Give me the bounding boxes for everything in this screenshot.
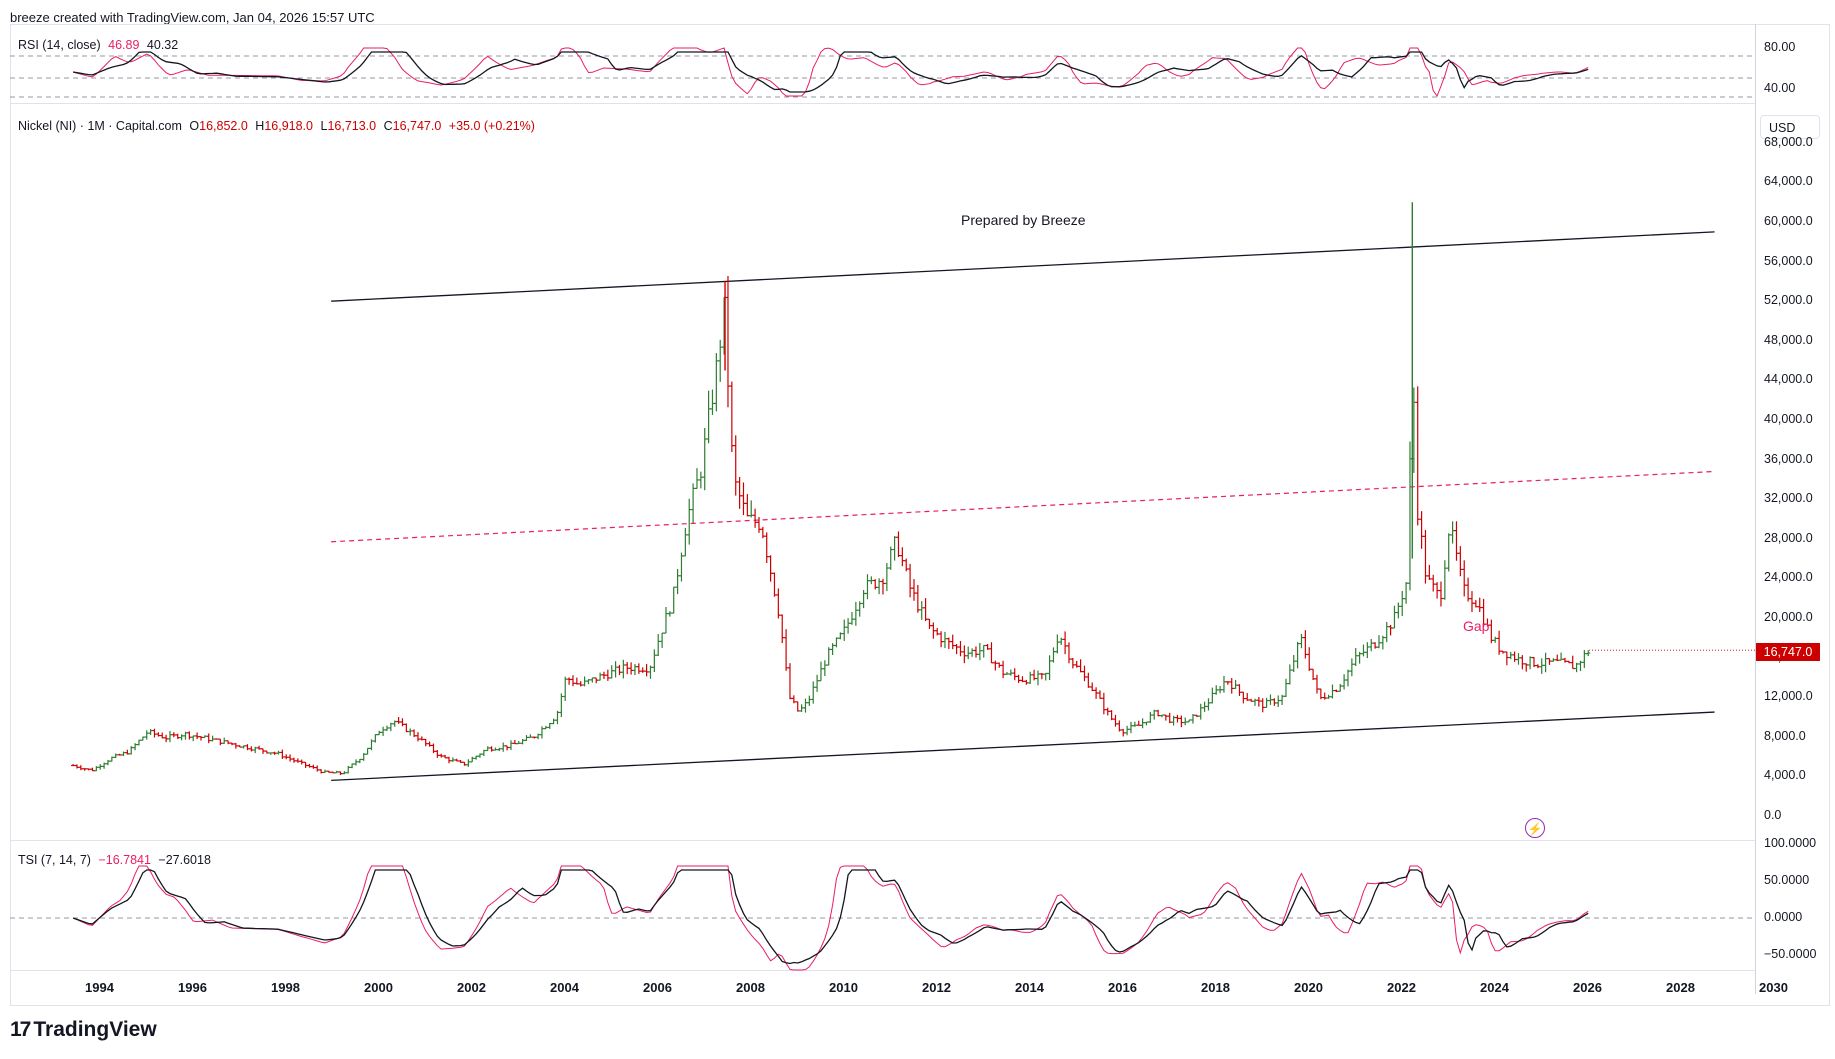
price-tick-label: 60,000.0 [1764,214,1813,228]
open-label: O [189,119,200,133]
price-tick-label: 20,000.0 [1764,610,1813,624]
time-tick-label: 2012 [922,980,951,995]
tsi-tick-100: 100.0000 [1764,836,1817,850]
rsi-line [72,47,1589,98]
currency-button[interactable]: USD [1760,115,1820,139]
price-tick-label: 4,000.0 [1764,768,1806,783]
rsi-tick-40: 40.00 [1764,81,1796,95]
rsi-tick-80: 80.00 [1764,40,1796,54]
price-tick-label: 28,000.0 [1764,530,1813,545]
chart-credit: breeze created with TradingView.com, Jan… [10,10,375,25]
price-tick-label: 68,000.0 [1764,134,1813,149]
time-tick-label: 2018 [1201,980,1230,995]
tsi-value: −16.7841 [98,853,151,867]
price-tick-label: 48,000.0 [1764,332,1813,347]
tsi-legend[interactable]: TSI (7, 14, 7) −16.7841 −27.6018 [18,853,215,867]
prepared-by-annotation[interactable]: Prepared by Breeze [961,212,1086,228]
tsi-line [72,865,1589,971]
close-label: C [383,119,393,133]
time-tick-label: 2014 [1015,980,1044,995]
time-tick-label: 2026 [1573,980,1602,995]
open-value: 16,852.0 [199,119,248,133]
time-tick-label: 2016 [1108,980,1137,995]
time-tick-label: 2006 [643,980,672,995]
time-tick-label: 2022 [1387,980,1416,995]
time-tick-label: 2010 [829,980,858,995]
time-tick-label: 1996 [178,980,207,995]
price-tick-label: 64,000.0 [1764,174,1813,189]
tradingview-logo-icon: 17 [10,1018,31,1041]
tsi-title: TSI (7, 14, 7) [18,853,91,867]
price-tick-label: 24,000.0 [1764,570,1813,585]
time-tick-label: 2004 [550,980,579,995]
time-tick-label: 2028 [1666,980,1695,995]
tsi-signal-value: −27.6018 [158,853,211,867]
price-axis-divider [1755,24,1756,994]
lower-trendline [331,711,1715,782]
low-label: L [320,119,328,133]
price-tick-label: 40,000.0 [1764,412,1813,426]
price-tick-label: 56,000.0 [1764,253,1813,268]
change-value: +35.0 (+0.21%) [448,119,535,133]
time-tick-label: 2008 [736,980,765,995]
tradingview-logo[interactable]: 17 TradingView [10,1018,157,1042]
last-price-tag: 16,747.0 [1756,643,1820,661]
gap-annotation[interactable]: Gap [1463,618,1490,634]
time-tick-label: 2000 [364,980,393,995]
symbol-title: Nickel (NI) · 1M · Capital.com [18,119,182,133]
rsi-ma-value: 40.32 [146,38,179,52]
high-value: 16,918.0 [264,119,313,133]
rsi-value: 46.89 [108,38,140,52]
tradingview-brand-text: TradingView [33,1018,157,1041]
price-tick-label: 32,000.0 [1764,491,1813,506]
chart-frame [10,24,1830,1006]
tsi-pane-divider [10,840,1756,841]
time-tick-label: 2002 [457,980,486,995]
rsi-pane-divider [10,103,1756,104]
main-legend[interactable]: Nickel (NI) · 1M · Capital.com O16,852.0… [18,119,539,133]
tsi-tick-50: 50.0000 [1764,873,1810,887]
tsi-tick-0: 0.0000 [1764,910,1803,924]
price-tick-label: 36,000.0 [1764,451,1813,466]
close-value: 16,747.0 [392,119,442,133]
upper-trendline [331,231,1715,302]
bolt-icon[interactable]: ⚡ [1525,818,1545,838]
tsi-signal-line [72,869,1589,965]
price-tick-label: 44,000.0 [1764,372,1813,387]
time-tick-label: 2030 [1759,980,1788,995]
price-tick-label: 8,000.0 [1764,728,1806,743]
rsi-legend[interactable]: RSI (14, close) 46.89 40.32 [18,38,182,52]
rsi-title: RSI (14, close) [18,38,101,52]
time-axis-divider [10,970,1756,971]
time-tick-label: 1998 [271,980,300,995]
time-tick-label: 2024 [1480,980,1509,995]
high-label: H [255,119,265,133]
rsi-ma-line [72,51,1589,93]
time-tick-label: 2020 [1294,980,1323,995]
low-value: 16,713.0 [327,119,377,133]
time-tick-label: 1994 [85,980,114,995]
tsi-tick-minus50: −50.0000 [1764,947,1817,961]
price-tick-label: 0.0 [1764,808,1782,822]
price-tick-label: 12,000.0 [1764,689,1813,704]
median-trendline [331,470,1715,543]
price-tick-label: 52,000.0 [1764,293,1813,308]
